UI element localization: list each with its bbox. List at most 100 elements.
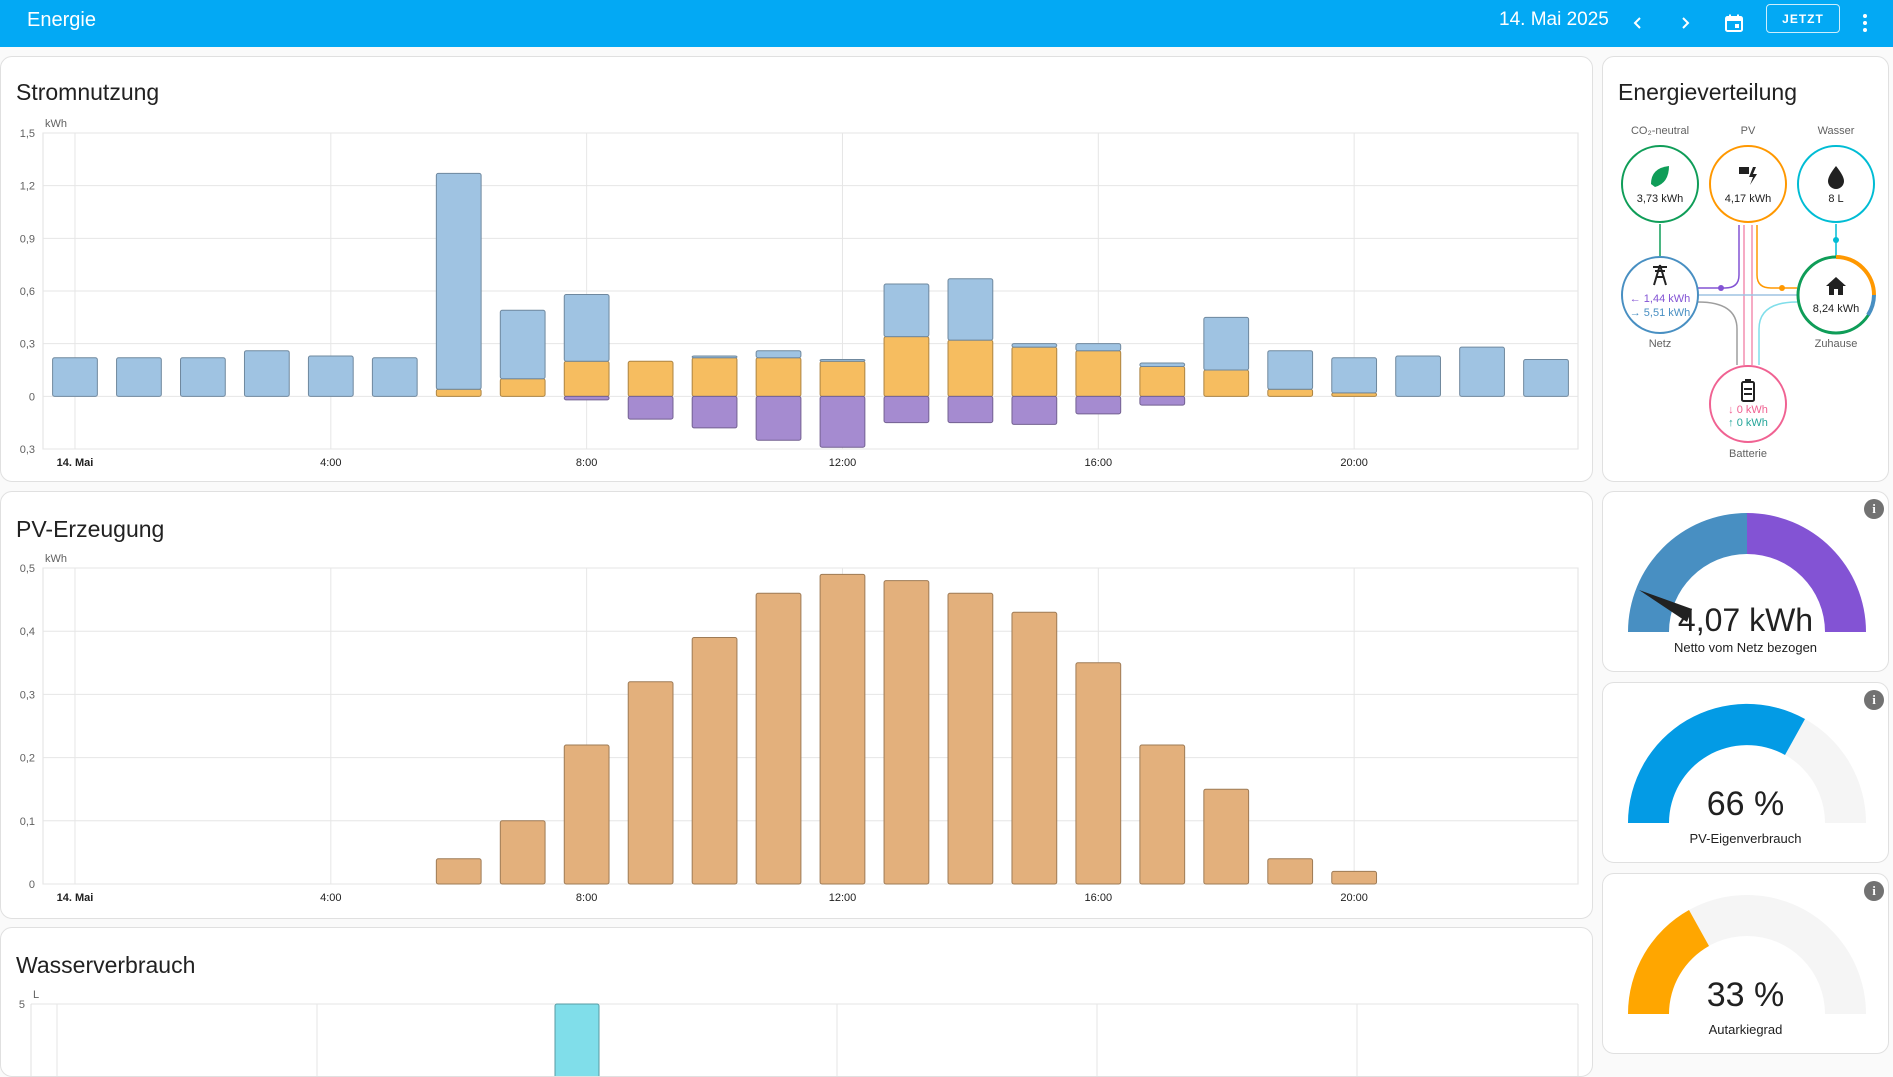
chart-bar — [755, 592, 802, 885]
chart-bar — [819, 395, 866, 448]
chart-bar — [1139, 395, 1186, 406]
home-value: 8,24 kWh — [1813, 303, 1859, 315]
y-tick-label: 0 — [29, 879, 35, 891]
y-tick-label: 0,6 — [20, 286, 35, 298]
chart-bar — [883, 283, 930, 338]
grid-in-value: ← 1,44 kWh — [1630, 293, 1691, 305]
grid-net-gauge — [1628, 513, 1866, 632]
water-node[interactable]: 8 L — [1797, 145, 1875, 223]
home-icon — [1826, 277, 1846, 295]
page-title: Energie — [27, 9, 96, 31]
chart-bar — [435, 858, 482, 885]
chart-bar — [563, 294, 610, 362]
home-label: Zuhause — [1815, 338, 1858, 350]
chart-bar — [1203, 788, 1250, 885]
battery-node[interactable]: ↓ 0 kWh ↑ 0 kWh — [1709, 365, 1787, 443]
battery-icon — [1741, 379, 1755, 402]
x-tick-label: 20:00 — [1340, 892, 1368, 904]
chart-bar — [1331, 870, 1378, 885]
chart-bar — [180, 357, 226, 397]
chevron-left-icon[interactable] — [1623, 8, 1653, 38]
chart-bar — [1011, 395, 1058, 425]
x-tick-label: 8:00 — [576, 457, 597, 469]
solar-power-icon — [1739, 167, 1757, 185]
chart-bar — [1139, 744, 1186, 885]
grid-node[interactable]: ← 1,44 kWh → 5,51 kWh — [1621, 256, 1699, 334]
gauge-needle — [1639, 590, 1692, 622]
chart-bar — [1395, 355, 1441, 397]
pv-node[interactable]: 4,17 kWh — [1709, 145, 1787, 223]
chart-bar — [1203, 316, 1250, 371]
y-tick-label: 1,2 — [20, 181, 35, 193]
pv-self-consumption-value: 66 % — [1706, 785, 1785, 823]
transmission-tower-icon — [1653, 264, 1667, 286]
home-node[interactable]: 8,24 kWh — [1796, 255, 1876, 335]
chart-bar — [819, 573, 866, 885]
water-drop-icon — [1828, 166, 1844, 189]
x-tick-label: 4:00 — [320, 457, 341, 469]
x-tick-label: 14. Mai — [57, 892, 94, 904]
co2-node[interactable]: 3,73 kWh — [1621, 145, 1699, 223]
chart-bar — [1331, 357, 1378, 394]
x-tick-label: 14. Mai — [57, 457, 94, 469]
leaf-icon — [1651, 166, 1669, 187]
x-tick-label: 16:00 — [1085, 892, 1113, 904]
x-tick-label: 4:00 — [320, 892, 341, 904]
chart-bar — [819, 358, 866, 362]
pv-self-consumption-gauge — [1628, 703, 1866, 823]
chart-bar — [554, 1003, 600, 1076]
chart-bar — [116, 357, 162, 397]
pv-erzeugung-title: PV-Erzeugung — [16, 516, 165, 542]
co2-value: 3,73 kWh — [1637, 193, 1683, 205]
chart-bar — [499, 820, 546, 885]
chart-bar — [1011, 343, 1058, 348]
chart-bar — [563, 744, 610, 885]
y-tick-label: 0,3 — [20, 689, 35, 701]
grid-net-label: Netto vom Netz bezogen — [1673, 640, 1818, 655]
chart-bar — [883, 336, 930, 397]
pv-erzeugung-chart: 0,5 0,4 0,3 0,2 0,1 0 kWh 14. Mai 4:00 8:00 12:00 1… — [20, 553, 1579, 904]
y-tick-label: 0,3 — [20, 444, 35, 456]
chart-bar — [947, 278, 994, 341]
chart-bar — [1139, 362, 1186, 367]
chart-bar — [947, 339, 994, 397]
unit-label: L — [33, 989, 39, 1001]
grid-label: Netz — [1649, 338, 1672, 350]
grid-net-gauge-card: i 4,07 kWh Netto vom Netz bezogen — [1602, 491, 1889, 672]
chart-bar — [883, 580, 930, 885]
battery-in-value: ↓ 0 kWh — [1728, 404, 1768, 416]
pv-label: PV — [1741, 125, 1756, 137]
information-icon[interactable]: i — [1864, 690, 1884, 710]
chart-bar — [435, 388, 482, 397]
flow-lines — [1659, 224, 1839, 365]
stromnutzung-title: Stromnutzung — [16, 79, 160, 105]
wasserverbrauch-title: Wasserverbrauch — [16, 952, 196, 978]
calendar-icon[interactable] — [1719, 8, 1749, 38]
chart-bar — [1011, 346, 1058, 397]
chart-bar — [691, 637, 738, 885]
autarky-value: 33 % — [1706, 976, 1785, 1014]
x-tick-label: 8:00 — [576, 892, 597, 904]
chart-bar — [1459, 346, 1505, 397]
chart-bar — [1267, 858, 1314, 885]
chart-bar — [563, 395, 610, 401]
energieverteilung-title: Energieverteilung — [1618, 79, 1798, 105]
chevron-right-icon[interactable] — [1670, 8, 1700, 38]
chart-bar — [691, 355, 738, 359]
autarky-card: i 33 % Autarkiegrad — [1602, 873, 1889, 1054]
chart-bar — [1267, 350, 1314, 390]
chart-bar — [819, 360, 866, 397]
information-icon[interactable]: i — [1864, 881, 1884, 901]
pv-self-consumption-label: PV-Eigenverbrauch — [1689, 831, 1802, 846]
dots-vertical-icon[interactable] — [1854, 8, 1876, 38]
plot-area — [42, 567, 1579, 885]
chart-bar — [691, 395, 738, 429]
chart-bar — [883, 395, 930, 424]
chart-bar — [1331, 392, 1378, 397]
now-button[interactable]: JETZT — [1766, 4, 1840, 33]
information-icon[interactable]: i — [1864, 499, 1884, 519]
chart-bar — [243, 350, 290, 397]
chart-bar — [499, 378, 546, 397]
chart-bar — [947, 395, 994, 424]
y-tick-label: 0,1 — [20, 816, 35, 828]
